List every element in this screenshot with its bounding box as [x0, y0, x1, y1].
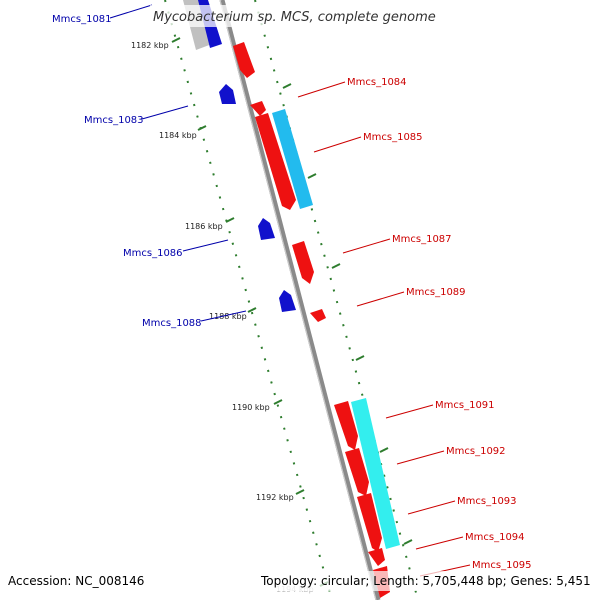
- topology-text: Topology: circular; Length: 5,705,448 bp…: [260, 574, 591, 588]
- forward-leaders: [297, 81, 471, 577]
- gene-shape-mmcs-1084: [250, 101, 266, 116]
- cds-feature-1: [272, 109, 313, 209]
- gene-label-mmcs-1088[interactable]: Mmcs_1088: [142, 318, 202, 329]
- cds-feature-2: [351, 398, 400, 549]
- gene-label-mmcs-1094[interactable]: Mmcs_1094: [465, 532, 525, 543]
- gene-label-mmcs-1086[interactable]: Mmcs_1086: [123, 248, 183, 259]
- gene-shape-mmcs-1091: [334, 401, 358, 450]
- gene-label-mmcs-1092[interactable]: Mmcs_1092: [446, 446, 506, 457]
- gene-shape-mmcs-1093: [357, 493, 382, 552]
- reverse-leaders: [109, 4, 247, 322]
- cds-features: [272, 109, 400, 549]
- gene-shape-mmcs-1094: [368, 548, 385, 566]
- map-title: Mycobacterium sp. MCS, complete genome: [153, 10, 436, 25]
- title-backdrop: [150, 5, 420, 27]
- gene-shape-mmcs-1085: [255, 113, 296, 210]
- kbp-label: 1188 kbp: [209, 312, 247, 321]
- gene-label-mmcs-1089[interactable]: Mmcs_1089: [406, 287, 466, 298]
- gene-label-mmcs-1084[interactable]: Mmcs_1084: [347, 77, 407, 88]
- kbp-label: 1182 kbp: [131, 41, 169, 50]
- gene-shape-mmcs-1089: [310, 309, 326, 322]
- gene-shape-mmcs-1087: [292, 241, 314, 284]
- reverse-genes: [219, 84, 296, 312]
- gene-label-mmcs-1081[interactable]: Mmcs_1081: [52, 14, 112, 25]
- gene-label-mmcs-1083[interactable]: Mmcs_1083: [84, 115, 144, 126]
- footer-backdrop: [0, 571, 600, 591]
- genome-backbone: [219, 0, 381, 600]
- kbp-label: 1190 kbp: [232, 403, 270, 412]
- gene-shape-mmcs-1086: [258, 218, 275, 240]
- gene-label-mmcs-1093[interactable]: Mmcs_1093: [457, 496, 517, 507]
- kbp-label: 1186 kbp: [185, 222, 223, 231]
- kbp-label: 1184 kbp: [159, 131, 197, 140]
- kbp-label: 1192 kbp: [256, 493, 294, 502]
- gene-shape-mmcs-1083: [219, 84, 236, 104]
- gene-label-mmcs-1087[interactable]: Mmcs_1087: [392, 234, 452, 245]
- gene-label-mmcs-1095[interactable]: Mmcs_1095: [472, 560, 532, 571]
- gene-shape-mmcs-1088: [279, 290, 296, 312]
- gene-shape-1: [233, 42, 255, 78]
- gene-label-mmcs-1085[interactable]: Mmcs_1085: [363, 132, 423, 143]
- accession-text: Accession: NC_008146: [8, 574, 144, 588]
- gene-shape-mmcs-1092: [345, 448, 369, 496]
- genome-backbone-highlight: [219, 0, 377, 600]
- gene-label-mmcs-1091[interactable]: Mmcs_1091: [435, 400, 495, 411]
